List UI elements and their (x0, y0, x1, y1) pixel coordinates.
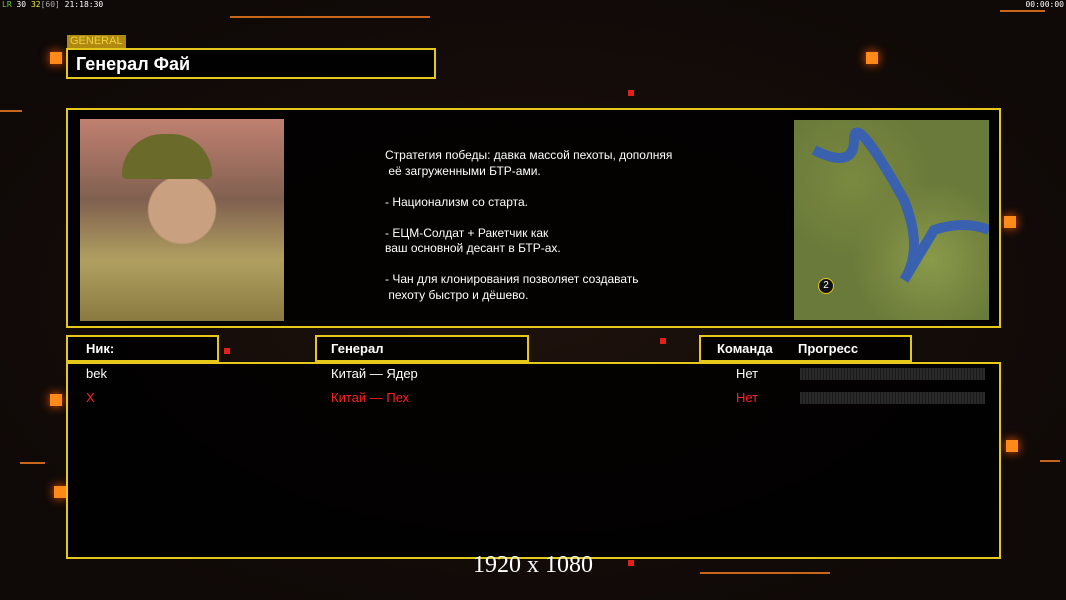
decor-line (700, 572, 830, 574)
decor-line (20, 462, 45, 464)
decor-square (628, 560, 634, 566)
game-timer: 00:00:00 (1025, 0, 1064, 9)
player-team[interactable]: Нет (736, 366, 759, 381)
progress-bar (800, 368, 985, 380)
decor-line (230, 16, 430, 18)
header-nick-label: Ник: (86, 341, 115, 356)
general-portrait (80, 119, 284, 321)
general-tag: GENERAL (67, 35, 126, 48)
decor-square (1004, 216, 1016, 228)
header-team-progress: Команда Прогресс (699, 335, 912, 362)
decor-square (54, 486, 66, 498)
player-general[interactable]: Китай — Ядер (331, 366, 418, 381)
player-team[interactable]: Нет (736, 390, 759, 405)
header-nick: Ник: (66, 335, 219, 362)
decor-square (50, 52, 62, 64)
header-progress-label: Прогресс (798, 341, 859, 356)
fps-counter: LR 30 32[60] 21:18:30 (2, 0, 104, 9)
minimap-river (811, 127, 989, 283)
decor-line (1040, 460, 1060, 462)
header-general: Генерал (315, 335, 529, 362)
header-general-label: Генерал (331, 341, 384, 356)
player-nick: X (86, 390, 95, 405)
decor-square (866, 52, 878, 64)
player-nick: bek (86, 366, 107, 381)
player-general[interactable]: Китай — Пех (331, 390, 410, 405)
page-title: Генерал Фай (76, 54, 191, 74)
start-position-marker[interactable]: 2 (818, 278, 834, 294)
decor-line (0, 110, 22, 112)
decor-square (50, 394, 62, 406)
general-info-panel: 2 (66, 108, 1001, 328)
progress-bar (800, 392, 985, 404)
minimap[interactable]: 2 (794, 120, 989, 320)
decor-square (660, 338, 666, 344)
header-team-label: Команда (717, 341, 773, 356)
decor-square (224, 348, 230, 354)
title-box: Генерал Фай (66, 48, 436, 79)
portrait-cap (122, 134, 212, 179)
decor-square (1006, 440, 1018, 452)
decor-line (1000, 10, 1045, 12)
decor-square (628, 90, 634, 96)
general-description: Стратегия победы: давка массой пехоты, д… (385, 148, 673, 302)
resolution-watermark: 1920 x 1080 (473, 552, 593, 578)
